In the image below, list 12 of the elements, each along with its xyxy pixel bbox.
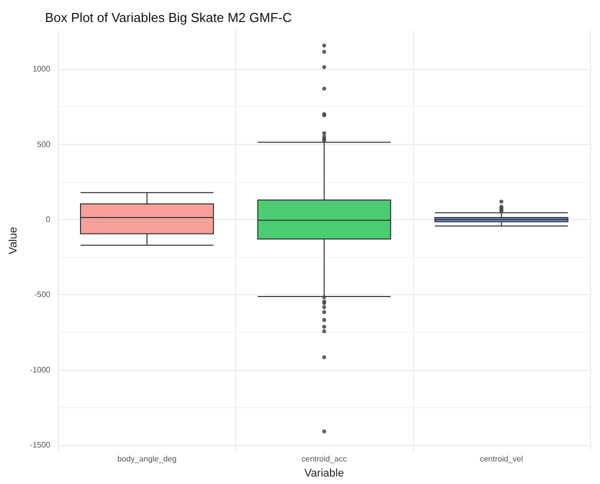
y-tick-label: -500 — [34, 290, 51, 300]
y-tick-label: 1000 — [32, 64, 51, 74]
y-tick-label: -1500 — [30, 440, 51, 450]
chart-title: Box Plot of Variables Big Skate M2 GMF-C — [45, 10, 292, 25]
x-tick-label: centroid_acc — [302, 454, 347, 464]
y-tick-label: 0 — [46, 214, 51, 224]
y-tick-label: 500 — [37, 140, 51, 149]
x-axis-title: Variable — [304, 468, 344, 480]
x-tick-label: centroid_vel — [480, 454, 524, 464]
y-tick-label: -1000 — [30, 365, 51, 374]
x-tick-label: body_angle_deg — [117, 454, 177, 464]
y-axis-title: Value — [8, 226, 20, 254]
